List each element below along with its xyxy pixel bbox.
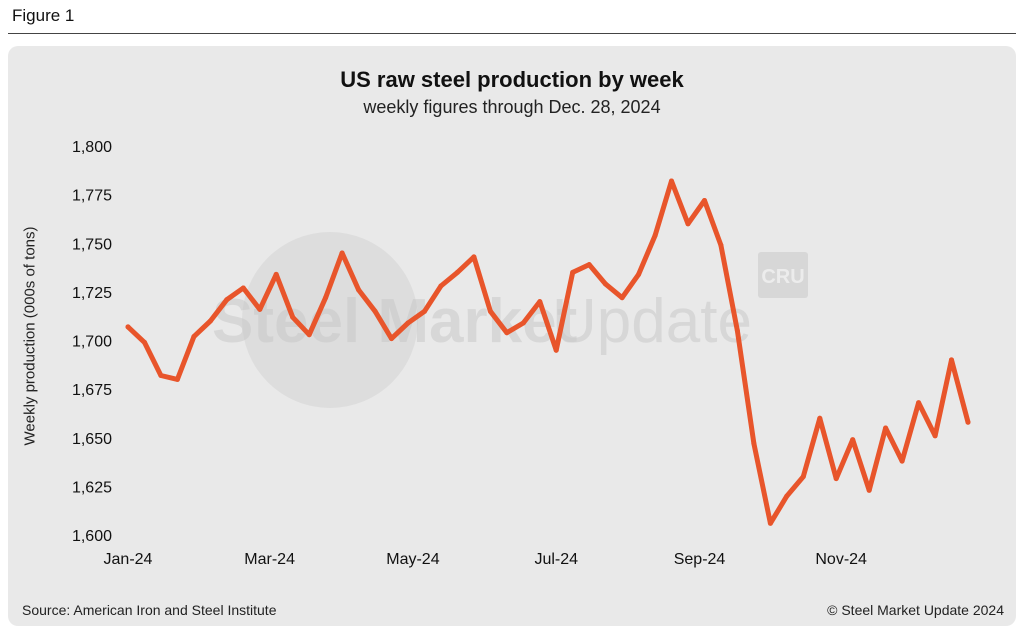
data-point xyxy=(685,221,691,227)
figure-label: Figure 1 xyxy=(12,6,75,25)
data-point xyxy=(619,295,625,301)
data-point xyxy=(207,318,213,324)
data-point xyxy=(405,320,411,326)
watermark: Steel Market Update CRU xyxy=(212,232,808,408)
data-point xyxy=(422,308,427,314)
data-point xyxy=(669,178,674,184)
data-point xyxy=(454,269,460,275)
data-point xyxy=(866,487,872,493)
y-tick-label: 1,625 xyxy=(72,479,112,496)
chart-subtitle: weekly figures through Dec. 28, 2024 xyxy=(363,97,661,117)
watermark-badge xyxy=(758,252,808,298)
data-point xyxy=(323,295,329,301)
figure-divider xyxy=(8,33,1016,34)
data-point xyxy=(734,328,740,334)
y-tick-label: 1,600 xyxy=(72,528,112,545)
y-tick-label: 1,700 xyxy=(72,334,112,351)
data-point xyxy=(372,308,378,314)
data-point xyxy=(965,419,971,425)
x-tick-label: Jan-24 xyxy=(104,551,153,568)
data-point xyxy=(240,285,246,291)
watermark-badge-text: CRU xyxy=(761,266,804,288)
data-point xyxy=(718,242,724,248)
data-point xyxy=(520,320,526,326)
data-point xyxy=(784,493,790,499)
data-point xyxy=(290,314,296,320)
y-tick-label: 1,750 xyxy=(72,236,112,253)
data-point xyxy=(636,271,642,277)
data-point xyxy=(603,281,609,287)
data-point xyxy=(932,433,938,439)
data-point xyxy=(586,262,592,268)
x-tick-label: May-24 xyxy=(386,551,439,568)
data-point xyxy=(158,373,164,378)
x-tick-label: Mar-24 xyxy=(244,551,295,568)
watermark-brand-light: Update xyxy=(552,287,752,356)
watermark-brand-bold: Steel Market xyxy=(212,287,577,356)
data-point xyxy=(125,324,131,330)
data-point xyxy=(224,297,230,303)
x-axis-ticks: Jan-24 Mar-24 May-24 Jul-24 Sep-24 Nov-24 xyxy=(104,551,868,568)
copyright-note: © Steel Market Update 2024 xyxy=(827,602,1004,618)
data-point xyxy=(899,458,905,464)
y-tick-label: 1,650 xyxy=(72,431,112,448)
data-point xyxy=(174,376,180,382)
data-point xyxy=(850,437,856,443)
y-tick-label: 1,775 xyxy=(72,188,112,205)
x-tick-label: Sep-24 xyxy=(674,551,726,568)
data-point xyxy=(306,332,312,338)
data-point xyxy=(652,233,658,238)
data-point xyxy=(553,347,559,353)
chart-title: US raw steel production by week xyxy=(340,67,684,92)
data-point xyxy=(916,400,922,406)
y-tick-label: 1,675 xyxy=(72,382,112,399)
data-point xyxy=(817,415,823,421)
data-point xyxy=(438,283,444,289)
data-point xyxy=(537,299,543,305)
data-point xyxy=(800,474,806,480)
chart-panel xyxy=(8,46,1016,626)
data-point xyxy=(257,306,263,312)
source-note: Source: American Iron and Steel Institut… xyxy=(22,602,277,618)
data-point xyxy=(767,520,773,526)
x-tick-label: Nov-24 xyxy=(815,551,867,568)
y-tick-label: 1,800 xyxy=(72,139,112,156)
data-point xyxy=(356,287,362,293)
series-points xyxy=(125,178,971,526)
data-point xyxy=(273,271,279,277)
x-tick-label: Jul-24 xyxy=(534,551,578,568)
data-point xyxy=(504,330,510,336)
y-axis-ticks: 1,600 1,625 1,650 1,675 1,700 1,725 1,750 1,775… xyxy=(72,139,112,545)
data-point xyxy=(570,269,576,275)
data-point xyxy=(487,308,493,314)
watermark-logo-circle xyxy=(242,232,418,408)
y-tick-label: 1,725 xyxy=(72,285,112,302)
data-point xyxy=(751,441,757,447)
data-point xyxy=(833,476,839,482)
data-point xyxy=(142,339,147,345)
data-point xyxy=(702,198,707,203)
series-line xyxy=(125,178,971,526)
data-point xyxy=(949,357,954,363)
data-point xyxy=(389,336,394,342)
data-point xyxy=(191,334,197,340)
data-point xyxy=(883,425,889,431)
data-point xyxy=(471,254,477,260)
data-point xyxy=(339,250,345,256)
